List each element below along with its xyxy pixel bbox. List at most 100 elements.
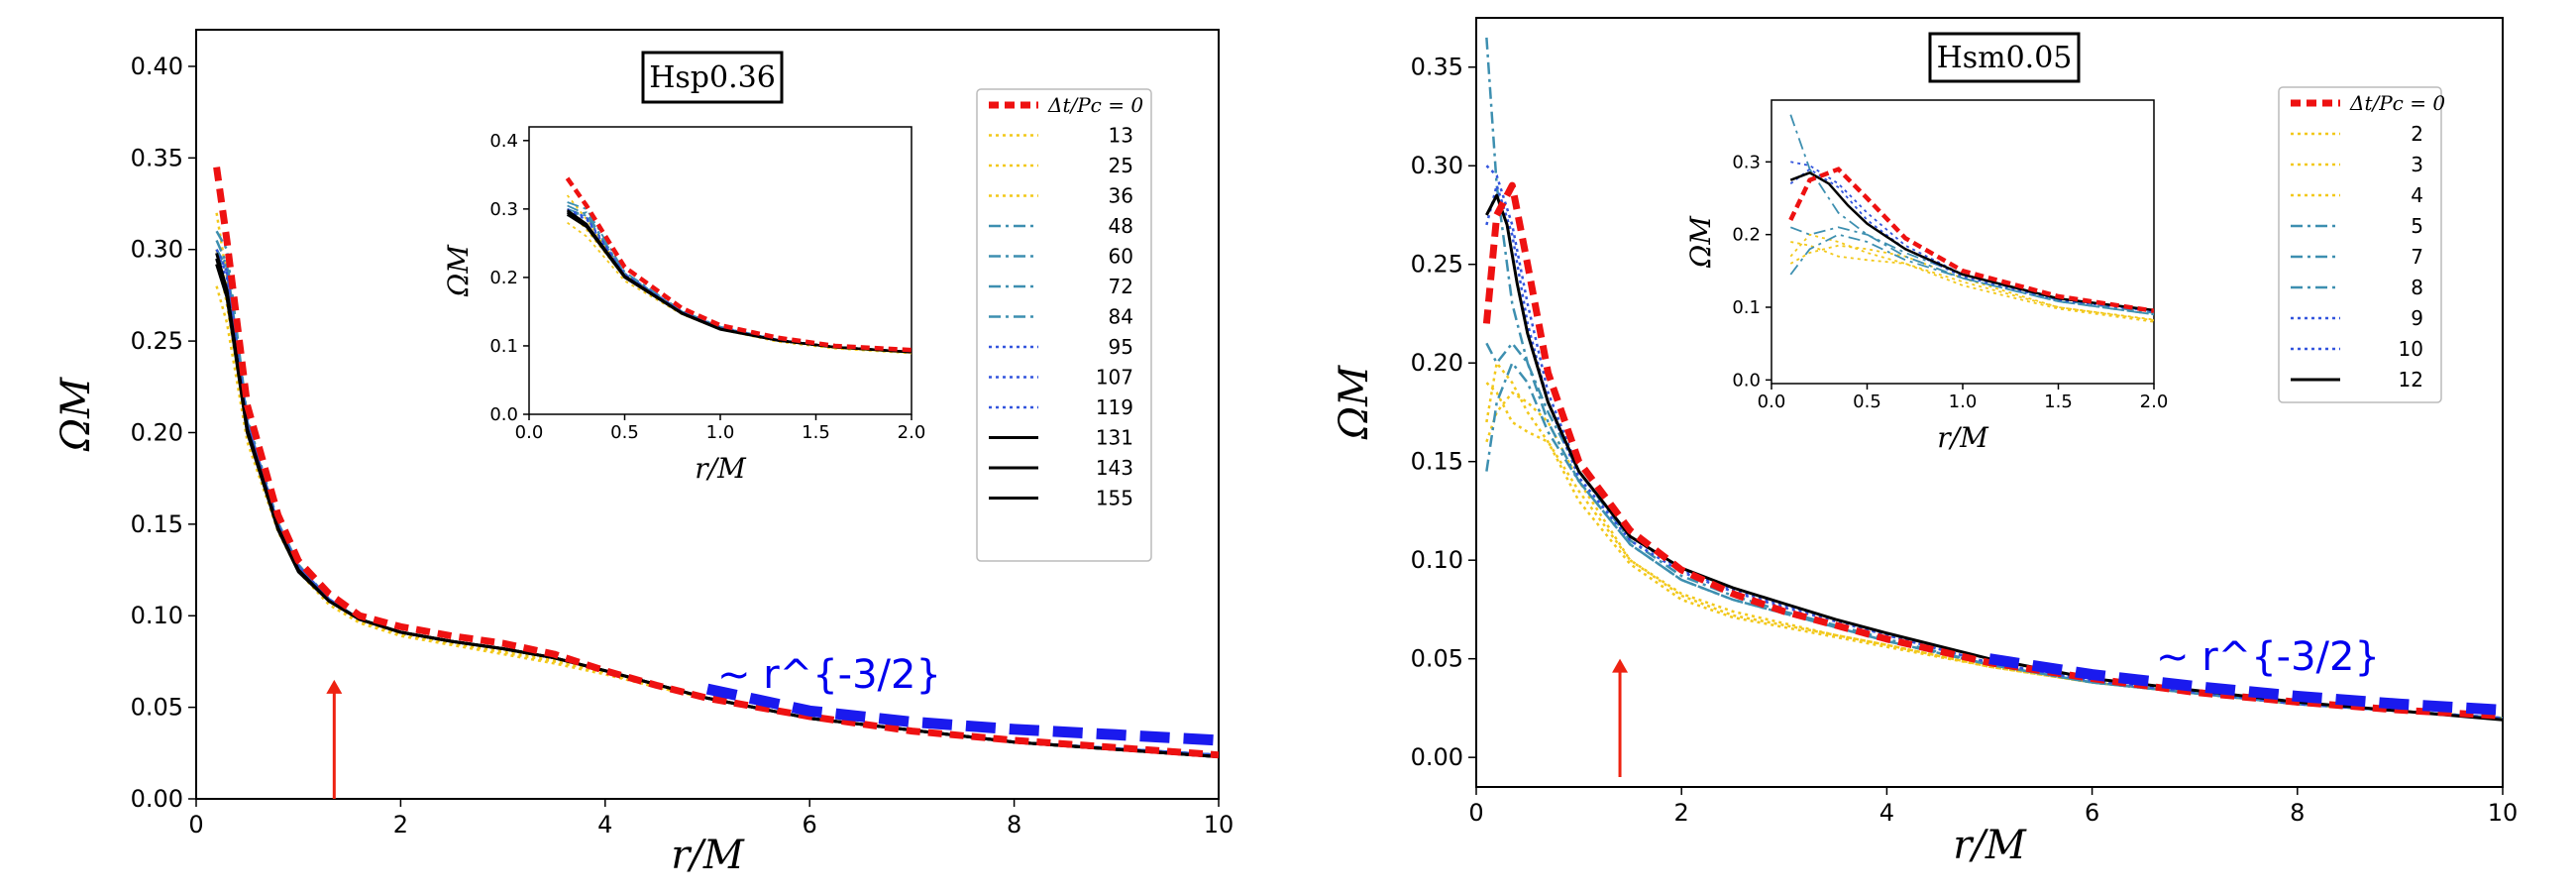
x-tick-label: 0 (1468, 799, 1483, 827)
inset-y-axis-label: ΩM (442, 244, 475, 297)
plot-area (1482, 37, 2503, 722)
legend-label: 95 (1109, 335, 1133, 359)
power-law-annotation: ~ r^{-3/2} (717, 652, 941, 698)
inset-x-tick-label: 2.0 (898, 422, 926, 443)
series-line-10 (1485, 183, 2503, 720)
y-tick-label: 0.10 (1411, 546, 1463, 574)
x-tick-label: 10 (1204, 811, 1234, 839)
y-tick-label: 0.25 (1411, 251, 1463, 279)
inset-axes-frame (528, 126, 912, 415)
inset-plot-area (1788, 114, 2154, 323)
x-tick-label: 2 (393, 811, 408, 839)
inset-y-tick-label: 0.3 (489, 199, 518, 220)
chart-panel-1: 0 2 4 6 8 10 0.00 0.05 0.10 0.15 0.20 0.25 0.30 0.35 0… (54, 29, 1234, 878)
legend-label: 25 (1109, 154, 1133, 177)
inset-series-line-12 (1789, 170, 2154, 312)
legend-label: Δt/Pc = 0 (2349, 91, 2445, 115)
legend-label: 4 (2411, 183, 2423, 207)
inset-x-tick-label: 1.0 (1949, 392, 1978, 412)
legend: Δt/Pc = 0 2 3 4 5 7 8 9 10 12 (2278, 86, 2445, 403)
series-line-7 (1485, 361, 2503, 720)
legend: Δt/Pc = 0 13 25 36 48 60 72 84 95 107 119 131 143 155 (976, 88, 1152, 562)
legend-label: 5 (2411, 214, 2423, 238)
inset-x-tick-label: 1.5 (2044, 392, 2073, 412)
legend-label: 13 (1109, 124, 1133, 148)
series-line-tPc0 (213, 167, 1219, 759)
x-tick-label: 10 (2488, 799, 2519, 827)
inset-x-tick-label: 0.0 (515, 422, 544, 443)
inset-plot-area (565, 176, 912, 355)
legend-label: 12 (2399, 368, 2423, 392)
legend-label: 36 (1109, 184, 1133, 208)
chart-panel-2: 0 2 4 6 8 100.000.050.100.150.200.250.300.35~… (1332, 17, 2519, 868)
inset-y-tick-label: 0.1 (489, 336, 518, 357)
legend-frame (2278, 86, 2442, 403)
inset-y-tick-label: 0.0 (1732, 370, 1761, 391)
x-tick-label: 4 (1879, 799, 1894, 827)
inset-x-tick-label: 1.0 (706, 422, 735, 443)
inset-y-tick-label: 0.2 (489, 268, 518, 288)
inset-series-line-tPc0 (1788, 167, 2154, 313)
inset-plot: 0.0 0.5 1.0 1.5 2.0 0.0 0.1 0.2 0.3 0.4 r/M ΩM (442, 126, 926, 485)
inset-x-tick-label: 2.0 (2140, 392, 2169, 412)
y-tick-label: 0.10 (131, 602, 183, 629)
x-axis-label: r/M (671, 833, 745, 878)
y-tick-label: 0.00 (1411, 743, 1463, 771)
x-tick-label: 8 (2290, 799, 2305, 827)
legend-label: 131 (1096, 426, 1133, 450)
legend-label: 48 (1109, 214, 1133, 238)
title-box-frame (641, 51, 784, 104)
x-tick-label: 6 (803, 811, 817, 839)
series-line-4 (1485, 382, 2503, 720)
inset-x-tick-label: 0.5 (610, 422, 639, 443)
series-line-tPc0 (1482, 181, 2503, 720)
inset-series-line-3 (1789, 244, 2154, 322)
arrow-head (326, 679, 343, 694)
y-tick-label: 0.15 (131, 510, 183, 538)
x-tick-label: 8 (1007, 811, 1021, 839)
legend-label: 7 (2411, 245, 2423, 269)
inset-plot: 0.0 0.5 1.0 1.5 2.0 0.0 0.1 0.2 0.3 r/M ΩM (1684, 99, 2169, 454)
x-tick-label: 6 (2085, 799, 2099, 827)
legend-label: 84 (1109, 305, 1133, 329)
inset-x-axis-label: r/M (695, 452, 747, 485)
inset-series-line-9 (1790, 161, 2154, 312)
inset-series-line-tPc0 (565, 176, 912, 353)
y-tick-label: 0.30 (1411, 152, 1463, 179)
plot-area (213, 167, 1219, 759)
y-tick-label: 0.15 (1411, 448, 1463, 476)
legend-label: 72 (1109, 275, 1133, 298)
inset-series-line-4 (1790, 241, 2154, 321)
legend-label: 10 (2399, 337, 2423, 361)
series-line-8 (1485, 342, 2503, 720)
y-tick-label: 0.30 (131, 236, 183, 264)
legend-label: 2 (2411, 122, 2423, 146)
inset-axes-frame (1771, 99, 2155, 385)
y-tick-label: 0.05 (1411, 645, 1463, 673)
legend-label: 107 (1096, 366, 1133, 390)
inset-x-axis-label: r/M (1937, 421, 1989, 454)
y-tick-label: 0.35 (1411, 54, 1463, 81)
x-tick-label: 4 (597, 811, 612, 839)
inset-x-tick-label: 1.5 (802, 422, 830, 443)
title-box-label: Hsm0.05 (1937, 41, 2073, 75)
legend-label: 143 (1096, 456, 1133, 480)
y-tick-label: 0.40 (131, 53, 183, 80)
legend-label: 155 (1096, 487, 1133, 510)
legend-frame (976, 88, 1152, 562)
y-axis-label: ΩM (54, 377, 99, 452)
inset-series-line-7 (1789, 233, 2154, 316)
inset-y-tick-label: 0.4 (489, 131, 518, 152)
x-tick-label: 2 (1674, 799, 1689, 827)
inset-x-tick-label: 0.0 (1758, 392, 1786, 412)
legend-label: 3 (2411, 153, 2423, 176)
y-tick-label: 0.20 (131, 418, 183, 446)
inset-y-tick-label: 0.1 (1732, 297, 1761, 318)
legend-label: 119 (1096, 395, 1133, 419)
y-tick-label: 0.35 (131, 144, 183, 171)
legend-label: 8 (2411, 276, 2423, 299)
inset-y-axis-label: ΩM (1684, 215, 1717, 269)
legend-label: 9 (2411, 306, 2423, 330)
series-line-25 (215, 212, 1219, 756)
